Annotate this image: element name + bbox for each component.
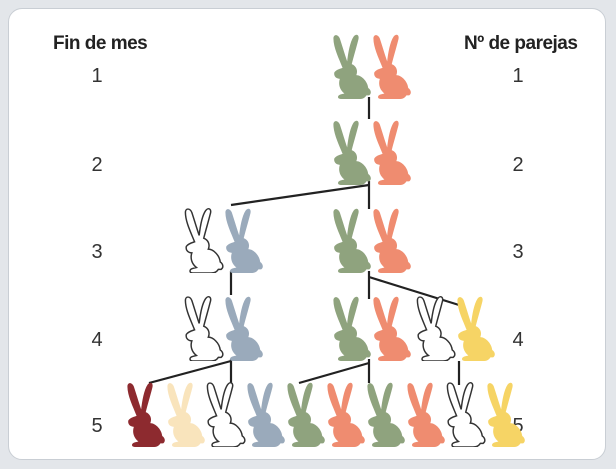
rabbit-icon [416, 295, 456, 361]
pairs-label-3: 3 [512, 241, 524, 263]
rabbit-icon [333, 208, 371, 273]
rabbit-icon [373, 208, 411, 273]
rabbit-icon [457, 296, 495, 361]
month-label-3: 3 [91, 241, 103, 263]
rabbit-icon [327, 382, 365, 447]
rabbit-icon [373, 34, 411, 99]
rabbit-icon [407, 382, 445, 447]
connector-line [368, 275, 460, 307]
rabbit-family-tree [127, 34, 525, 447]
rabbit-icon [225, 208, 263, 273]
month-label-4: 4 [91, 329, 103, 351]
rabbit-icon [247, 382, 285, 447]
rabbit-icon [184, 207, 224, 273]
connector-line [230, 183, 370, 207]
connector-lines [148, 97, 461, 385]
pairs-label-2: 2 [512, 154, 524, 176]
rabbit-icon [446, 381, 486, 447]
rabbit-groups [127, 34, 525, 447]
rabbit-icon [487, 382, 525, 447]
connector-line [298, 361, 370, 385]
rabbit-icon [127, 382, 165, 447]
pairs-label-4: 4 [512, 329, 524, 351]
rabbit-icon [333, 34, 371, 99]
month-label-5: 5 [91, 415, 103, 437]
rabbit-icon [184, 295, 224, 361]
header-end-of-month: Fin de mes [53, 33, 148, 54]
rabbit-icon [333, 120, 371, 185]
fibonacci-rabbits-panel: Fin de mes Nº de parejas 1 2 3 4 5 1 2 3… [8, 8, 606, 460]
connector-line [148, 359, 232, 385]
rabbit-icon [167, 382, 205, 447]
month-label-1: 1 [91, 65, 103, 87]
rabbit-icon [333, 296, 371, 361]
rabbit-icon [373, 120, 411, 185]
pairs-label-1: 1 [512, 65, 524, 87]
rabbit-icon [373, 296, 411, 361]
rabbit-icon [287, 382, 325, 447]
rabbit-icon [367, 382, 405, 447]
rabbit-icon [225, 296, 263, 361]
rabbit-icon [206, 381, 246, 447]
pairs-label-5: 5 [512, 415, 524, 437]
header-number-of-pairs: Nº de parejas [464, 33, 578, 54]
month-label-2: 2 [91, 154, 103, 176]
